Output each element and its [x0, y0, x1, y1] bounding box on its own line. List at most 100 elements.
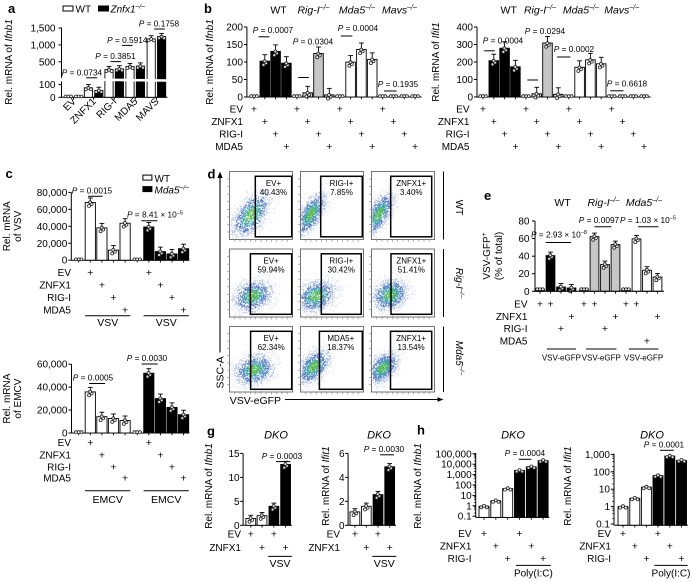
- svg-text:+: +: [667, 541, 673, 553]
- svg-text:+: +: [259, 542, 265, 554]
- svg-text:+: +: [502, 129, 508, 141]
- svg-text:13.54%: 13.54%: [398, 343, 425, 352]
- svg-text:+: +: [516, 528, 522, 540]
- svg-text:P = 0.6618: P = 0.6618: [607, 79, 648, 89]
- svg-text:+: +: [169, 462, 175, 474]
- svg-text:VSV-eGFP: VSV-eGFP: [582, 354, 621, 363]
- svg-text:4: 4: [339, 473, 345, 484]
- svg-text:+: +: [348, 116, 354, 128]
- svg-text:+: +: [480, 104, 486, 116]
- svg-text:+: +: [99, 449, 105, 461]
- svg-text:VSV: VSV: [97, 317, 118, 329]
- svg-text:+: +: [305, 116, 311, 128]
- svg-text:P = 0.0030: P = 0.0030: [364, 444, 405, 454]
- svg-text:ZNFX1+: ZNFX1+: [396, 257, 426, 266]
- svg-text:100: 100: [226, 58, 243, 69]
- svg-text:+: +: [558, 323, 564, 335]
- svg-text:WT: WT: [554, 197, 571, 209]
- svg-text:MDA5: MDA5: [43, 305, 71, 316]
- svg-text:10: 10: [228, 473, 240, 484]
- svg-text:300: 300: [456, 40, 473, 51]
- svg-text:Rel. mRNA of Ifnb1: Rel. mRNA of Ifnb1: [204, 443, 215, 529]
- svg-text:g: g: [207, 424, 215, 439]
- svg-text:+: +: [294, 104, 300, 116]
- svg-text:ZNFX1+: ZNFX1+: [396, 179, 426, 188]
- svg-text:RIG-I: RIG-I: [504, 324, 528, 335]
- svg-text:Poly(I:C): Poly(I:C): [652, 569, 691, 580]
- svg-text:ZNFX1: ZNFX1: [39, 281, 71, 292]
- svg-text:b: b: [204, 1, 212, 16]
- svg-text:500: 500: [39, 57, 56, 68]
- svg-text:RIG-I: RIG-I: [47, 293, 71, 304]
- svg-text:15: 15: [228, 449, 240, 460]
- svg-text:Rel. mRNA of Ifit1: Rel. mRNA of Ifit1: [431, 22, 442, 101]
- svg-text:10,000: 10,000: [441, 460, 472, 471]
- svg-text:+: +: [612, 311, 618, 323]
- svg-text:+: +: [110, 462, 116, 474]
- svg-text:Rel. mRNA of Ifnb1: Rel. mRNA of Ifnb1: [205, 19, 216, 105]
- svg-text:2: 2: [339, 497, 345, 508]
- svg-text:Rel. mRNA: Rel. mRNA: [2, 373, 13, 423]
- svg-text:+: +: [181, 473, 187, 485]
- svg-text:40,000: 40,000: [37, 383, 68, 394]
- svg-text:DKO: DKO: [367, 430, 391, 442]
- svg-text:EV+: EV+: [263, 257, 279, 266]
- svg-text:EV+: EV+: [266, 179, 282, 188]
- svg-text:Mda5–/–​: Mda5–/–​: [339, 4, 375, 17]
- svg-text:Rig-I–/–​: Rig-I–/–​: [524, 4, 556, 17]
- svg-text:+: +: [271, 529, 277, 541]
- svg-text:+: +: [380, 104, 386, 116]
- svg-text:+: +: [523, 104, 529, 116]
- svg-text:EMCV: EMCV: [93, 494, 123, 506]
- svg-text:ZNFX1: ZNFX1: [438, 117, 470, 128]
- svg-text:+: +: [602, 323, 608, 335]
- svg-text:EMCV: EMCV: [151, 494, 181, 506]
- svg-text:0: 0: [524, 287, 530, 298]
- svg-text:a: a: [8, 1, 16, 16]
- svg-text:Mda5–/–​: Mda5–/–​: [453, 341, 465, 376]
- svg-text:+: +: [633, 299, 639, 311]
- svg-text:+: +: [620, 528, 626, 540]
- svg-text:+: +: [315, 129, 321, 141]
- svg-text:c: c: [6, 166, 13, 181]
- svg-text:RIG-I: RIG-I: [47, 463, 71, 474]
- svg-text:+: +: [577, 116, 583, 128]
- svg-text:e: e: [484, 188, 491, 203]
- svg-text:P = 0.0294: P = 0.0294: [525, 26, 566, 36]
- svg-text:+: +: [283, 542, 289, 554]
- svg-text:ZNFX1: ZNFX1: [39, 450, 71, 461]
- svg-text:P = 0.0304: P = 0.0304: [293, 37, 334, 47]
- svg-text:+: +: [630, 129, 636, 141]
- svg-text:30.42%: 30.42%: [328, 266, 355, 275]
- svg-text:+: +: [544, 129, 550, 141]
- svg-text:P = 0.0007: P = 0.0007: [253, 25, 294, 35]
- svg-text:P = 0.0015: P = 0.0015: [72, 186, 113, 196]
- svg-text:P = 0.0005: P = 0.0005: [73, 373, 114, 383]
- svg-text:1,000: 1,000: [585, 450, 610, 461]
- svg-text:+: +: [146, 267, 152, 279]
- svg-text:ZNFX1: ZNFX1: [579, 542, 611, 553]
- svg-text:+: +: [528, 541, 534, 553]
- svg-text:59.94%: 59.94%: [257, 266, 284, 275]
- svg-text:P = 0.0097: P = 0.0097: [579, 215, 620, 225]
- svg-text:+: +: [87, 437, 93, 449]
- svg-text:+: +: [326, 141, 332, 153]
- svg-text:7.85%: 7.85%: [330, 188, 353, 197]
- svg-text:+: +: [641, 141, 647, 153]
- svg-text:Rel. mRNA of Ifnb1: Rel. mRNA of Ifnb1: [4, 19, 15, 105]
- svg-text:40,000: 40,000: [37, 222, 68, 233]
- svg-text:EV: EV: [514, 300, 528, 311]
- svg-text:+: +: [623, 299, 629, 311]
- svg-text:RIG-I: RIG-I: [448, 554, 472, 565]
- svg-text:+: +: [587, 129, 593, 141]
- svg-text:+: +: [283, 141, 289, 153]
- svg-text:20,000: 20,000: [37, 406, 68, 417]
- svg-text:Mda5–/–​: Mda5–/–​: [626, 196, 662, 209]
- svg-text:DKO: DKO: [640, 430, 664, 442]
- svg-text:EV: EV: [58, 268, 72, 279]
- svg-text:MDA5+: MDA5+: [327, 334, 354, 343]
- svg-text:P = 1.03 × 10–5​: P = 1.03 × 10–5​: [620, 215, 676, 225]
- svg-text:+: +: [493, 541, 499, 553]
- svg-text:+: +: [512, 141, 518, 153]
- svg-text:+: +: [566, 104, 572, 116]
